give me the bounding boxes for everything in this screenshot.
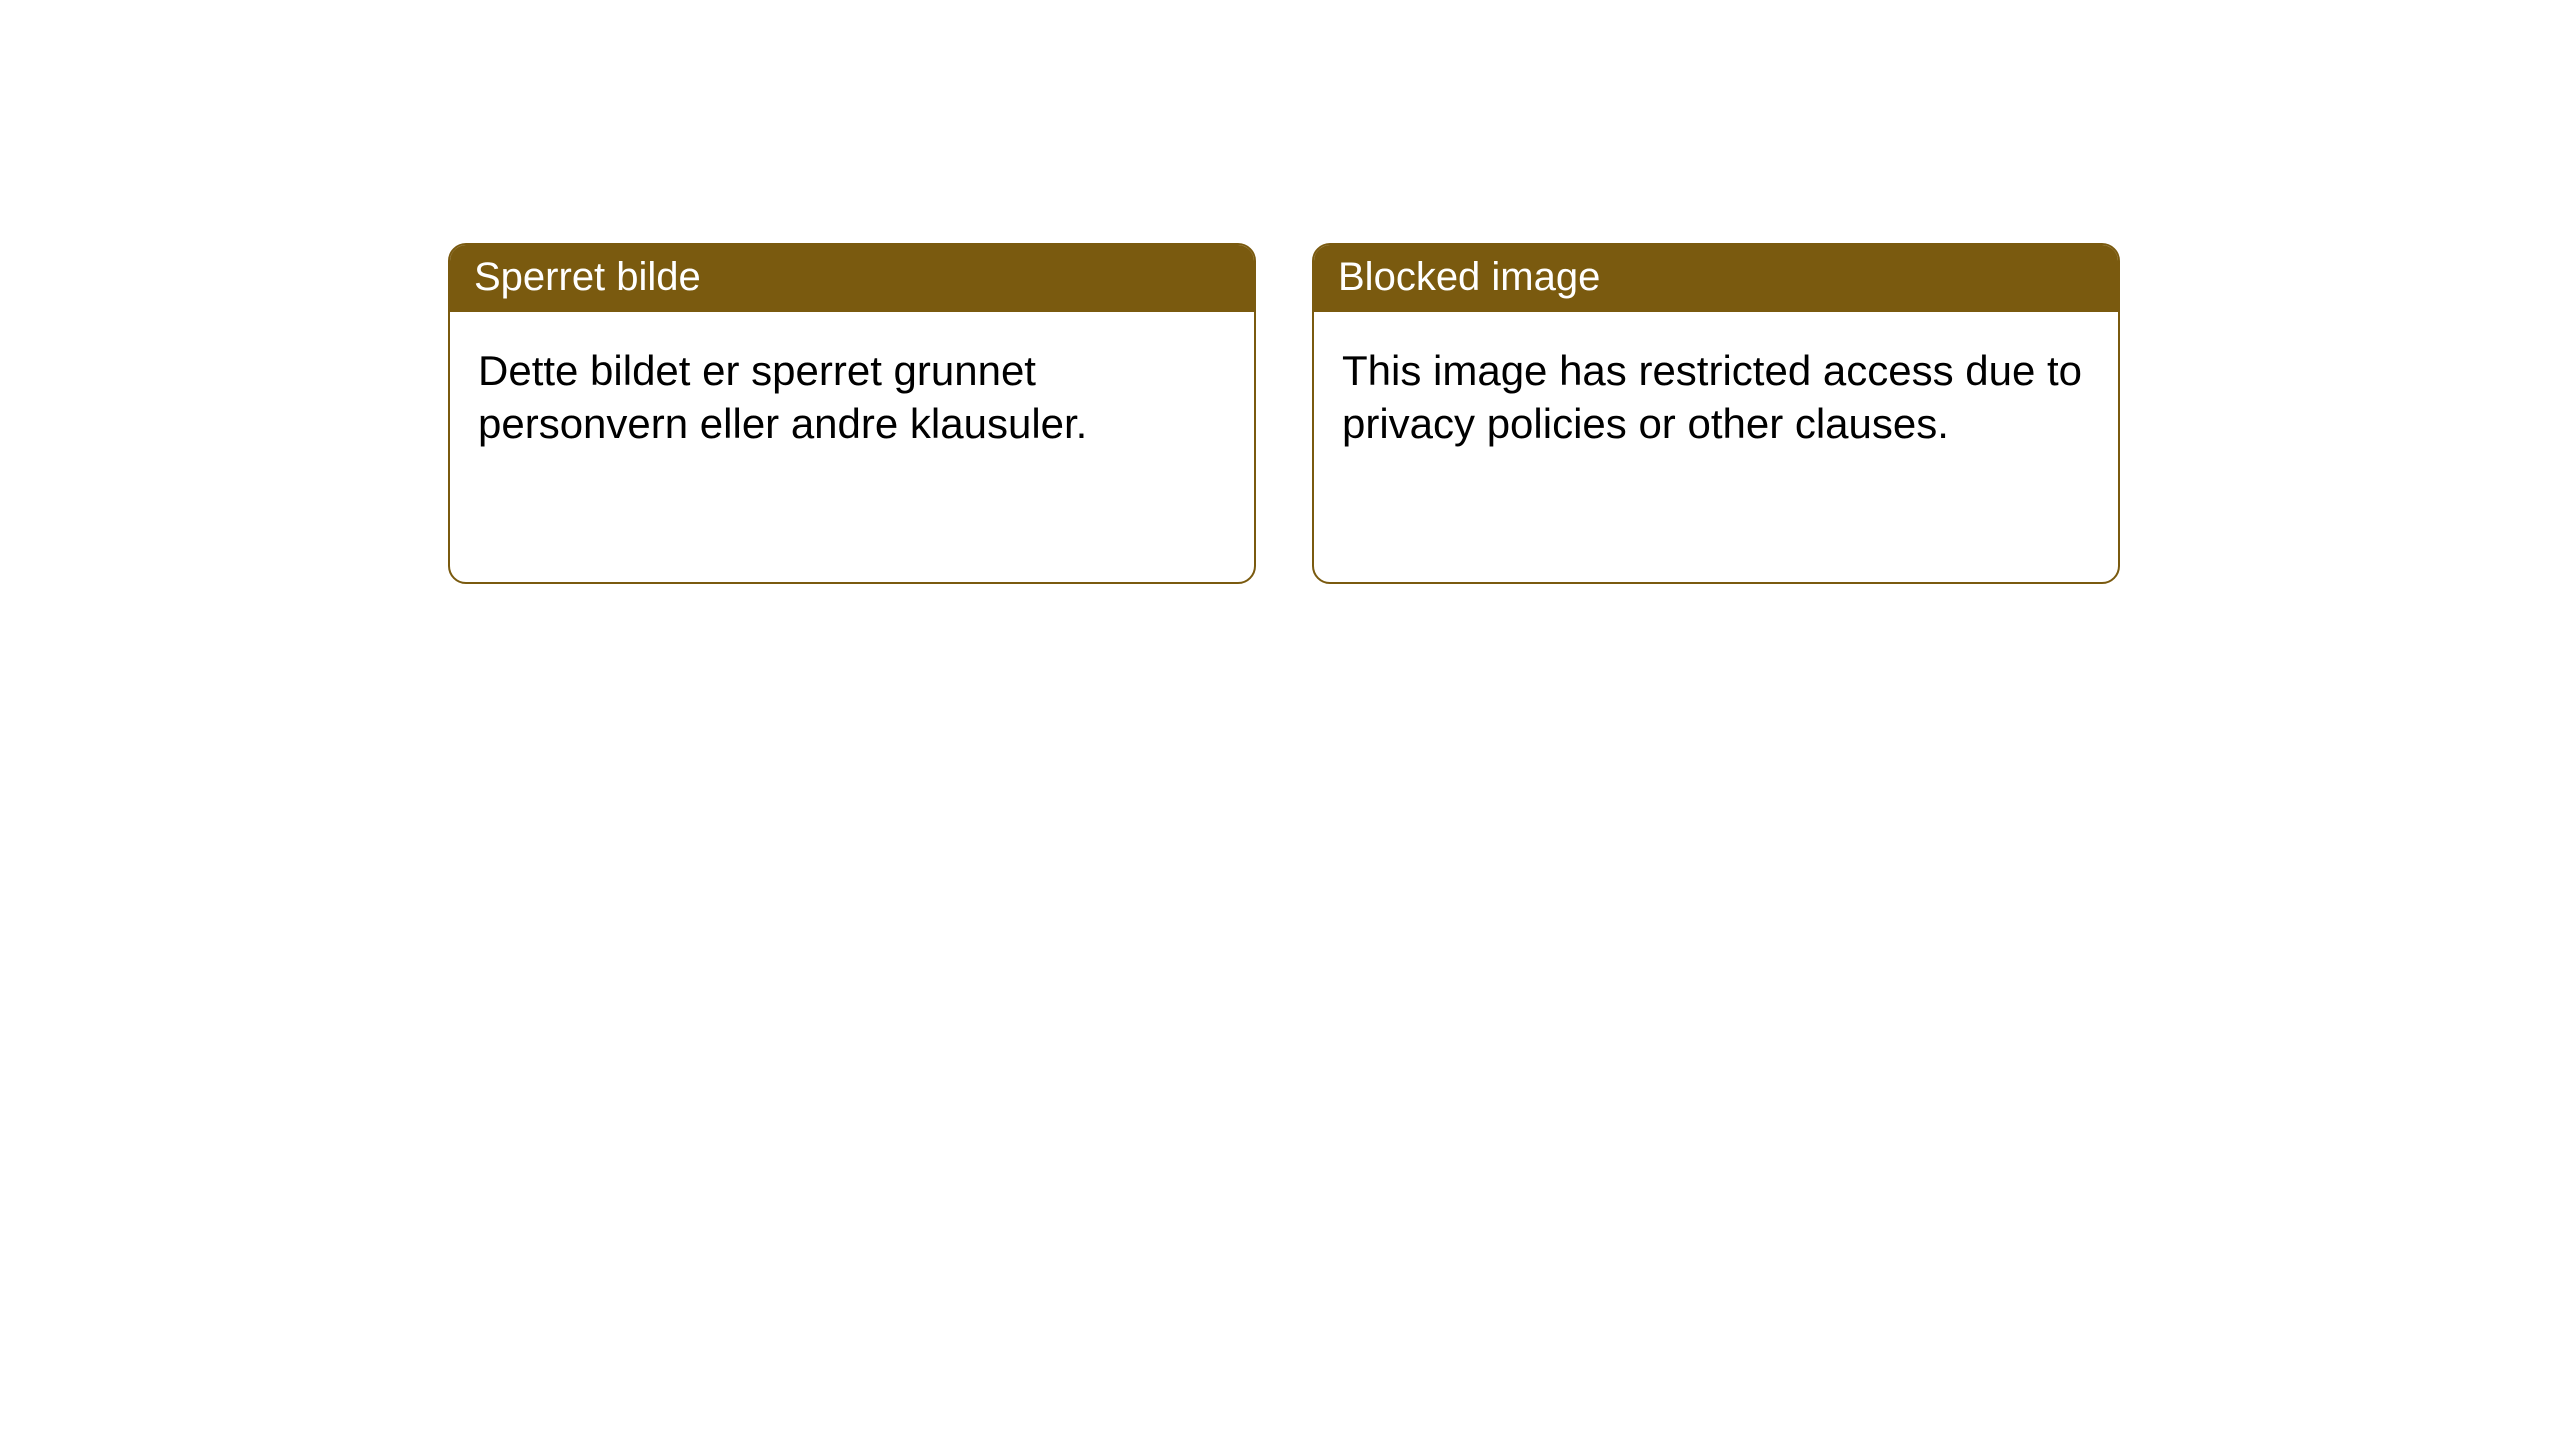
card-title-no: Sperret bilde bbox=[474, 255, 701, 299]
blocked-image-card-en: Blocked image This image has restricted … bbox=[1312, 243, 2120, 584]
card-body-no: Dette bildet er sperret grunnet personve… bbox=[450, 312, 1254, 582]
card-message-en: This image has restricted access due to … bbox=[1342, 347, 2082, 447]
card-title-en: Blocked image bbox=[1338, 255, 1600, 299]
card-header-no: Sperret bilde bbox=[450, 245, 1254, 312]
message-cards-container: Sperret bilde Dette bildet er sperret gr… bbox=[0, 0, 2560, 584]
blocked-image-card-no: Sperret bilde Dette bildet er sperret gr… bbox=[448, 243, 1256, 584]
card-message-no: Dette bildet er sperret grunnet personve… bbox=[478, 347, 1087, 447]
card-body-en: This image has restricted access due to … bbox=[1314, 312, 2118, 582]
card-header-en: Blocked image bbox=[1314, 245, 2118, 312]
